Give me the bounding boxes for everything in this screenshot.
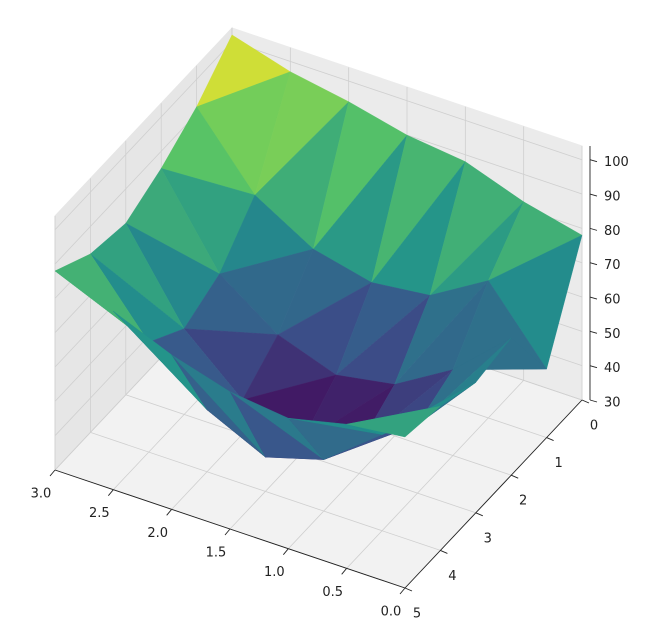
- z-tick-label: 60: [604, 293, 621, 308]
- x-tick: [282, 548, 289, 555]
- y-tick: [475, 512, 483, 517]
- z-tick-label: 90: [604, 190, 621, 205]
- z-tick: [589, 159, 598, 163]
- x-tick-label: 1.0: [264, 565, 285, 580]
- x-tick: [341, 568, 348, 575]
- x-tick-label: 2.5: [89, 506, 110, 521]
- x-tick-label: 0.5: [322, 585, 343, 600]
- x-tick: [224, 528, 231, 536]
- x-tick: [166, 509, 173, 516]
- y-tick-label: 5: [413, 607, 421, 622]
- y-tick: [440, 549, 448, 554]
- x-axis: [54, 469, 406, 589]
- z-tick-label: 30: [604, 396, 621, 411]
- z-tick: [589, 227, 598, 231]
- z-tick: [589, 399, 598, 403]
- grid-line: [54, 41, 233, 231]
- z-tick: [589, 193, 598, 197]
- z-tick-label: 70: [604, 258, 621, 273]
- x-tick: [49, 469, 56, 477]
- x-tick: [107, 489, 114, 496]
- z-tick: [589, 296, 598, 300]
- z-tick: [589, 365, 598, 369]
- y-tick-label: 0: [590, 419, 598, 434]
- x-tick-label: 0.0: [381, 605, 402, 620]
- z-tick: [589, 262, 598, 266]
- x-tick-label: 2.0: [147, 526, 168, 541]
- y-tick: [581, 399, 590, 404]
- z-tick-label: 50: [604, 327, 621, 342]
- y-tick: [511, 474, 519, 479]
- grid-line: [231, 41, 583, 161]
- y-tick-label: 1: [554, 456, 562, 471]
- z-tick-label: 80: [604, 224, 621, 239]
- y-tick-label: 2: [519, 494, 527, 509]
- x-tick: [399, 587, 406, 595]
- grid-line: [90, 432, 441, 551]
- x-tick-label: 1.5: [206, 546, 227, 561]
- grid-line: [346, 380, 524, 569]
- x-tick-label: 3.0: [31, 487, 52, 502]
- y-axis: [404, 399, 583, 589]
- y-tick-label: 3: [484, 531, 492, 546]
- y-tick-label: 4: [448, 569, 456, 584]
- z-tick-label: 100: [604, 155, 629, 170]
- z-tick: [589, 330, 598, 334]
- y-tick: [404, 587, 413, 592]
- surface-facet: [346, 406, 441, 438]
- y-tick: [546, 437, 554, 442]
- z-tick-label: 40: [604, 361, 621, 376]
